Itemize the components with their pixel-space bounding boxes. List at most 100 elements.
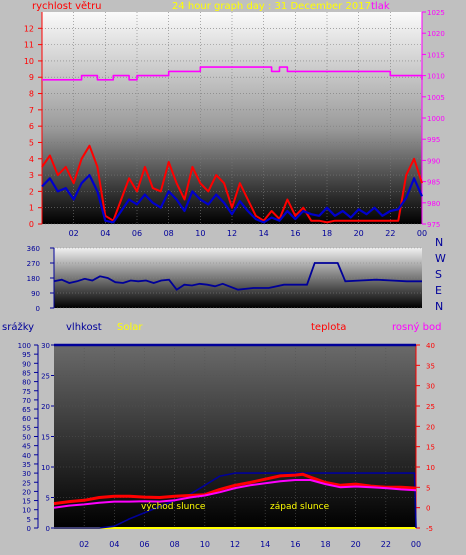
x-tick-label: 02 [69, 229, 79, 238]
y-tick-label: 80 [22, 379, 31, 387]
x-tick-label: 12 [227, 229, 237, 238]
y-tick-label: 55 [22, 424, 31, 432]
y-tick-label: 7 [29, 106, 34, 115]
y-tick-label: 12 [24, 24, 34, 33]
y-tick-label: 15 [41, 434, 50, 442]
y-tick-label: 20 [426, 423, 435, 431]
y-tick-label: 75 [22, 388, 31, 396]
gust-line [41, 144, 423, 224]
x-tick-label: 10 [195, 229, 205, 238]
temperature-panel: 0510152025303540455055606570758085909510… [2, 321, 441, 549]
rain-legend: srážky [2, 321, 34, 333]
y-tick-label: 0 [36, 305, 40, 313]
y-tick-label: 5 [46, 495, 50, 503]
y-tick-label: 25 [426, 403, 435, 411]
compass-letter: E [435, 284, 442, 297]
y-tick-label: 5 [426, 484, 430, 492]
compass-letters: N W S E N [435, 236, 446, 313]
x-tick-label: 16 [290, 229, 300, 238]
x-tick-label: 00 [417, 229, 427, 238]
pressure-line [42, 66, 423, 81]
humidity-legend: vlhkost [66, 322, 102, 333]
y-tick-label: 995 [427, 136, 440, 144]
y-tick-label: 8 [29, 90, 34, 99]
y-tick-label: 90 [22, 360, 31, 368]
x-tick-label: 14 [260, 540, 270, 549]
y-tick-label: 2 [29, 187, 34, 196]
x-tick-label: 08 [170, 540, 180, 549]
wind-direction-panel: 0 90 180 270 360 N W S E N [27, 236, 446, 313]
y-tick-label: 6 [29, 122, 34, 131]
y-tick-label: 1010 [427, 73, 445, 81]
y-tick-label: 30 [22, 470, 31, 478]
y-tick-label: 25 [22, 479, 31, 487]
y-tick-label: 180 [27, 275, 40, 283]
compass-letter: W [435, 252, 446, 265]
y-tick-label: 5 [29, 138, 34, 147]
x-tick-label: 10 [200, 540, 210, 549]
y-tick-label: 70 [22, 397, 31, 405]
y-tick-label: 1015 [427, 51, 445, 59]
y-tick-label: 3 [29, 171, 34, 180]
y-tick-label: 1005 [427, 94, 445, 102]
x-tick-label: 12 [230, 540, 240, 549]
y-tick-label: 0 [46, 525, 50, 533]
y-tick-label: 980 [427, 200, 440, 208]
x-tick-label: 06 [139, 540, 149, 549]
y-tick-label: 35 [426, 362, 435, 370]
y-tick-label: 985 [427, 179, 440, 187]
direction-line [53, 262, 422, 291]
y-tick-label: 4 [29, 155, 34, 164]
y-tick-label: 990 [427, 157, 440, 165]
y-tick-label: 90 [31, 290, 40, 298]
dewpoint-line [53, 479, 417, 509]
y-tick-label: 0 [29, 220, 34, 229]
dewpoint-legend: rosný bod [392, 321, 441, 333]
y-tick-label: 100 [18, 342, 31, 350]
y-tick-label: 975 [427, 221, 440, 229]
y-tick-label: 50 [22, 434, 31, 442]
x-tick-label: 00 [411, 540, 421, 549]
graph-title: 24 hour graph day : 31 December 2017 [172, 1, 371, 12]
sunrise-annotation: východ slunce [141, 502, 206, 512]
solar-legend: Solar [117, 322, 143, 333]
y-tick-label: 1 [29, 204, 34, 213]
temperature-line [53, 472, 417, 506]
y-tick-label: 20 [41, 403, 50, 411]
y-tick-label: 5 [27, 516, 31, 524]
y-tick-label: -5 [426, 525, 433, 533]
y-tick-label: 85 [22, 369, 31, 377]
temperature-legend: teplota [311, 322, 346, 333]
x-tick-label: 22 [381, 540, 391, 549]
x-tick-label: 18 [322, 229, 332, 238]
y-tick-label: 1025 [427, 9, 445, 17]
y-tick-label: 10 [41, 464, 50, 472]
x-tick-label: 06 [132, 229, 142, 238]
x-tick-label: 14 [259, 229, 269, 238]
y-tick-label: 45 [22, 443, 31, 451]
y-tick-label: 35 [22, 461, 31, 469]
x-tick-label: 22 [385, 229, 395, 238]
y-tick-label: 30 [426, 383, 435, 391]
compass-letter: S [435, 268, 442, 281]
x-tick-label: 20 [354, 229, 364, 238]
y-tick-label: 270 [27, 260, 40, 268]
y-tick-label: 20 [22, 488, 31, 496]
y-tick-label: 60 [22, 415, 31, 423]
y-tick-label: 360 [27, 245, 40, 253]
y-tick-label: 0 [426, 505, 430, 513]
y-tick-label: 25 [41, 373, 50, 381]
compass-letter: N [435, 236, 443, 249]
x-tick-label: 20 [351, 540, 361, 549]
wind-speed-label: rychlost větru [32, 0, 102, 12]
y-tick-label: 11 [24, 41, 34, 50]
y-tick-label: 95 [22, 351, 31, 359]
y-tick-label: 65 [22, 406, 31, 414]
y-tick-label: 40 [426, 342, 435, 350]
y-tick-label: 9 [29, 73, 34, 82]
y-tick-label: 10 [24, 57, 34, 66]
y-tick-label: 1000 [427, 115, 445, 123]
y-tick-label: 15 [22, 498, 31, 506]
pressure-label: tlak [371, 1, 390, 12]
